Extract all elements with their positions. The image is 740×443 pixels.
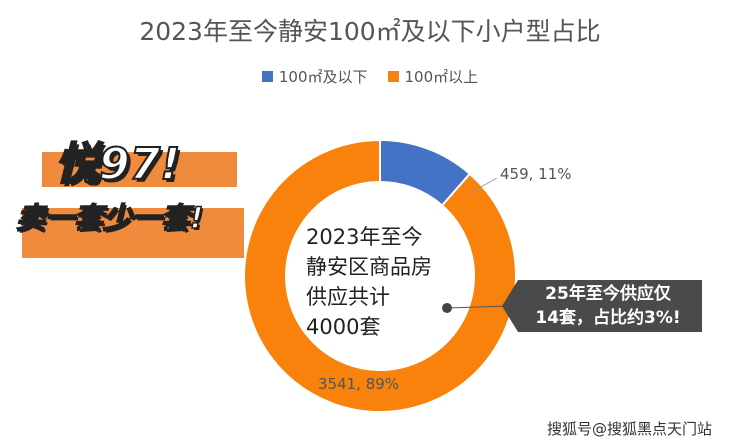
chart-title: 2023年至今静安100㎡及以下小户型占比 bbox=[139, 17, 601, 46]
data-label-large: 3541, 89% bbox=[318, 375, 400, 393]
donut-slice-1 bbox=[243, 138, 517, 413]
data-label-small: 459, 11% bbox=[500, 165, 572, 183]
legend-label-small: 100㎡及以下 bbox=[278, 68, 368, 86]
center-line-4: 4000套 bbox=[306, 315, 381, 339]
center-line-3: 供应共计 bbox=[306, 285, 390, 309]
center-line-2: 静安区商品房 bbox=[306, 255, 432, 279]
callout-box: 25年至今供应仅 14套，占比约3%! bbox=[502, 280, 702, 332]
leader-line-callout bbox=[446, 305, 509, 309]
leader-line-small bbox=[469, 177, 498, 194]
promo-subline: 卖一套少一套! bbox=[15, 200, 204, 236]
callout-line-2: 14套，占比约3%! bbox=[535, 308, 681, 328]
legend-swatch-large bbox=[387, 71, 399, 82]
legend-label-large: 100㎡以上 bbox=[404, 68, 479, 86]
center-line-1: 2023年至今 bbox=[306, 225, 423, 249]
callout-line-1: 25年至今供应仅 bbox=[545, 284, 671, 304]
donut-slice-0 bbox=[379, 138, 472, 207]
promo-highlight-1 bbox=[42, 152, 237, 187]
center-text: 2023年至今 静安区商品房 供应共计 4000套 bbox=[306, 222, 432, 342]
legend-item-small: 100㎡及以下 bbox=[261, 66, 368, 87]
legend: 100㎡及以下 100㎡以上 bbox=[0, 66, 740, 87]
watermark: 搜狐号@搜狐黑点天门站 bbox=[546, 420, 712, 438]
promo-headline: 悦97! bbox=[54, 138, 181, 191]
callout-dot bbox=[442, 303, 452, 313]
legend-item-large: 100㎡以上 bbox=[387, 66, 479, 87]
legend-swatch-small bbox=[261, 71, 273, 82]
promo-highlight-2 bbox=[22, 208, 244, 258]
